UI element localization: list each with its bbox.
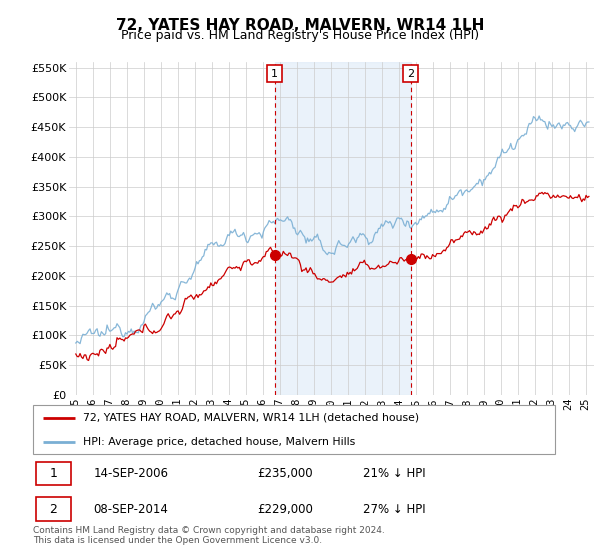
Text: HPI: Average price, detached house, Malvern Hills: HPI: Average price, detached house, Malv… xyxy=(83,437,355,447)
Text: 2: 2 xyxy=(407,68,414,78)
Text: 72, YATES HAY ROAD, MALVERN, WR14 1LH (detached house): 72, YATES HAY ROAD, MALVERN, WR14 1LH (d… xyxy=(83,413,419,423)
Text: 1: 1 xyxy=(50,467,58,480)
Text: 14-SEP-2006: 14-SEP-2006 xyxy=(94,467,169,480)
Text: This data is licensed under the Open Government Licence v3.0.: This data is licensed under the Open Gov… xyxy=(33,536,322,545)
Text: 1: 1 xyxy=(271,68,278,78)
Text: 2: 2 xyxy=(50,502,58,516)
Text: £235,000: £235,000 xyxy=(257,467,313,480)
Bar xyxy=(275,62,410,395)
Text: 27% ↓ HPI: 27% ↓ HPI xyxy=(362,502,425,516)
Text: 72, YATES HAY ROAD, MALVERN, WR14 1LH: 72, YATES HAY ROAD, MALVERN, WR14 1LH xyxy=(116,18,484,33)
Text: 08-SEP-2014: 08-SEP-2014 xyxy=(94,502,168,516)
FancyBboxPatch shape xyxy=(32,405,556,454)
Text: Contains HM Land Registry data © Crown copyright and database right 2024.: Contains HM Land Registry data © Crown c… xyxy=(33,526,385,535)
Text: 21% ↓ HPI: 21% ↓ HPI xyxy=(362,467,425,480)
FancyBboxPatch shape xyxy=(37,462,71,485)
Text: Price paid vs. HM Land Registry's House Price Index (HPI): Price paid vs. HM Land Registry's House … xyxy=(121,29,479,42)
FancyBboxPatch shape xyxy=(37,497,71,521)
Text: £229,000: £229,000 xyxy=(257,502,313,516)
